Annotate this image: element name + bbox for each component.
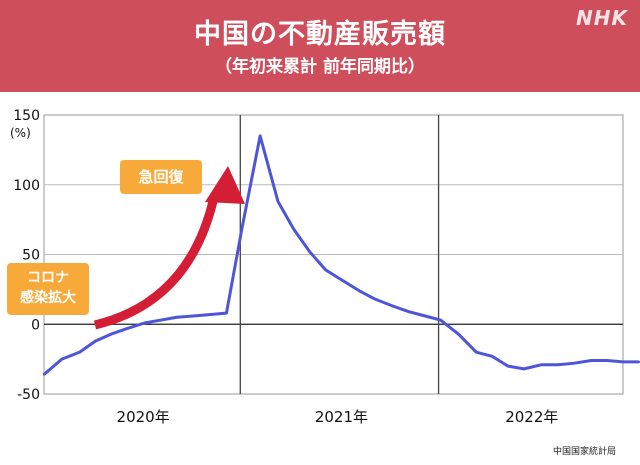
corona-label: コロナ 感染拡大 bbox=[7, 263, 89, 315]
data-point bbox=[423, 314, 426, 318]
y-tick-label: -50 bbox=[17, 387, 40, 403]
data-point bbox=[60, 357, 64, 361]
data-point bbox=[159, 318, 163, 322]
recovery-arrow-head bbox=[205, 166, 245, 204]
data-point bbox=[391, 304, 395, 308]
data-point bbox=[143, 321, 147, 325]
data-point bbox=[572, 362, 575, 365]
data-point bbox=[457, 332, 460, 336]
data-point bbox=[506, 364, 510, 368]
data-point bbox=[193, 314, 196, 318]
data-point bbox=[637, 360, 640, 364]
line-chart: -50 0 50 100 150 (%) 2020年 2021年 2022年 bbox=[10, 108, 640, 426]
title-banner: 中国の不動産販売額 （年初来累計 前年同期比） NHK bbox=[0, 0, 640, 92]
data-point bbox=[407, 310, 411, 313]
data-point bbox=[241, 225, 244, 228]
data-point bbox=[556, 363, 559, 366]
recovery-arrow-shaft bbox=[93, 195, 219, 330]
x-year-label: 2022年 bbox=[505, 408, 558, 426]
data-point bbox=[324, 268, 327, 272]
data-point bbox=[258, 134, 262, 138]
source-credit: 中国国家統計局 bbox=[552, 447, 616, 457]
x-year-label: 2020年 bbox=[117, 408, 170, 426]
data-point bbox=[540, 363, 543, 366]
data-point bbox=[590, 359, 593, 362]
recovery-label: 急回復 bbox=[120, 160, 202, 194]
data-point bbox=[94, 339, 97, 343]
data-point bbox=[490, 355, 494, 358]
y-tick-label: 0 bbox=[31, 317, 40, 333]
y-tick-label: 50 bbox=[22, 248, 40, 264]
x-year-label: 2021年 bbox=[315, 408, 368, 426]
chart-title: 中国の不動産販売額 bbox=[194, 19, 446, 50]
data-point bbox=[358, 289, 361, 292]
data-point bbox=[276, 200, 280, 203]
data-point bbox=[175, 316, 179, 319]
corona-label-line2: 感染拡大 bbox=[20, 290, 76, 306]
data-point bbox=[126, 327, 129, 330]
data-point bbox=[308, 250, 311, 253]
data-point bbox=[522, 367, 526, 371]
chart-subtitle: （年初来累計 前年同期比） bbox=[215, 57, 425, 77]
data-point bbox=[292, 228, 296, 231]
y-axis-unit: (%) bbox=[10, 126, 31, 140]
data-point bbox=[373, 297, 377, 301]
data-point bbox=[475, 350, 478, 354]
data-point bbox=[209, 313, 212, 316]
data-point bbox=[439, 318, 442, 322]
data-point bbox=[621, 360, 625, 364]
data-point bbox=[78, 350, 81, 354]
corona-label-line1: コロナ bbox=[27, 270, 69, 286]
data-point bbox=[110, 332, 113, 336]
data-point bbox=[342, 279, 345, 283]
nhk-logo: NHK bbox=[576, 6, 628, 30]
y-tick-label: 100 bbox=[13, 178, 40, 194]
y-tick-label: 150 bbox=[13, 108, 40, 124]
data-point bbox=[225, 311, 228, 315]
data-point bbox=[42, 373, 46, 376]
data-point bbox=[605, 359, 609, 362]
